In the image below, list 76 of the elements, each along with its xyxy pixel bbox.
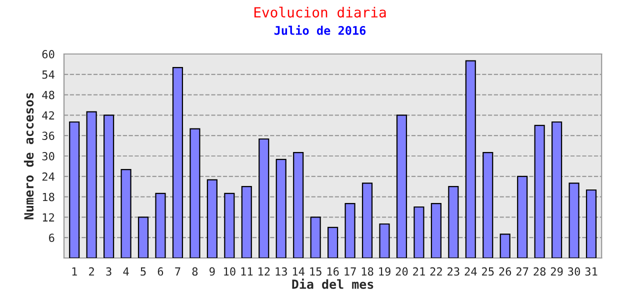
y-axis-title: Numero de accesos [24,93,34,220]
y-tick-label: 48 [42,90,54,100]
y-tick-label: 12 [42,213,54,222]
bar [310,216,321,258]
x-axis-title: Dia del mes [292,278,374,289]
bar [586,189,597,258]
x-tick-label: 26 [499,267,512,276]
bar [104,114,114,258]
bar [465,60,476,258]
bar [482,152,494,258]
bar [120,169,132,258]
bar [414,206,424,258]
x-tick-label: 20 [396,267,408,276]
x-tick-label: 14 [292,267,304,276]
x-tick-label: 27 [516,267,528,276]
bar [328,226,338,258]
y-tick-label: 42 [42,111,54,120]
bar [224,192,235,258]
x-tick-label: 1 [72,267,77,276]
x-tick-label: 29 [550,267,563,276]
x-tick-label: 11 [241,267,253,276]
bar [172,67,184,258]
y-tick-label: 36 [42,132,54,140]
x-tick-label: 15 [310,267,322,276]
y-tick-label: 30 [42,152,54,160]
x-tick-label: 23 [448,267,460,276]
y-tick-label: 24 [42,172,54,181]
chart-title: Evolucion diaria [254,6,386,18]
x-tick-label: 12 [258,267,270,276]
x-tick-label: 6 [158,267,164,276]
x-tick-label: 9 [210,267,215,276]
bar [258,138,270,258]
bar [362,182,373,258]
bar [379,223,390,258]
bar [206,179,218,258]
bar [568,182,580,258]
x-tick-label: 30 [568,267,580,276]
x-tick-label: 18 [362,267,374,276]
x-tick-label: 22 [430,267,442,276]
x-tick-label: 10 [224,267,236,276]
x-tick-label: 16 [327,267,339,276]
x-tick-label: 2 [89,267,94,276]
x-tick-label: 31 [585,267,598,276]
x-tick-label: 13 [276,267,287,276]
x-tick-label: 24 [464,267,477,276]
y-tick-label: 6 [49,234,54,242]
x-tick-label: 25 [482,267,494,276]
bar [138,216,149,258]
chart-subtitle: Julio de 2016 [274,25,366,35]
bar [396,114,408,258]
bar [500,234,510,258]
bar [155,192,166,258]
x-tick-label: 21 [413,267,425,276]
x-tick-label: 17 [344,267,356,276]
bar [69,121,80,258]
x-tick-label: 5 [140,267,146,276]
bar [190,128,200,258]
bar [293,152,304,258]
x-tick-label: 4 [123,267,129,276]
y-tick-label: 18 [42,192,54,202]
bar [241,186,252,258]
bar [448,186,459,258]
bar [534,124,545,258]
bar [86,111,97,258]
bar [344,203,356,258]
bar [552,121,562,258]
y-tick-label: 60 [42,50,54,58]
bar [430,203,442,258]
x-tick-label: 8 [192,267,198,276]
x-tick-label: 28 [534,267,546,276]
x-tick-label: 3 [106,267,112,276]
bar [517,176,528,258]
x-tick-label: 7 [175,267,180,276]
y-tick-label: 54 [42,70,54,79]
bar [276,158,286,258]
x-tick-label: 19 [379,267,390,276]
